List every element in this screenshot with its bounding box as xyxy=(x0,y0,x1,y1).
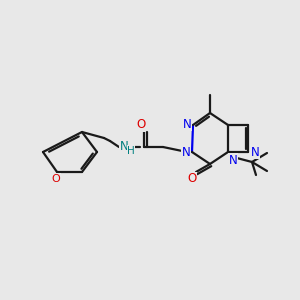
Text: H: H xyxy=(127,146,135,156)
Text: N: N xyxy=(120,140,128,154)
Text: O: O xyxy=(136,118,146,131)
Text: O: O xyxy=(52,174,60,184)
Text: N: N xyxy=(229,154,237,166)
Text: N: N xyxy=(183,118,191,130)
Text: N: N xyxy=(250,146,260,158)
Text: O: O xyxy=(188,172,196,185)
Text: N: N xyxy=(182,146,190,160)
